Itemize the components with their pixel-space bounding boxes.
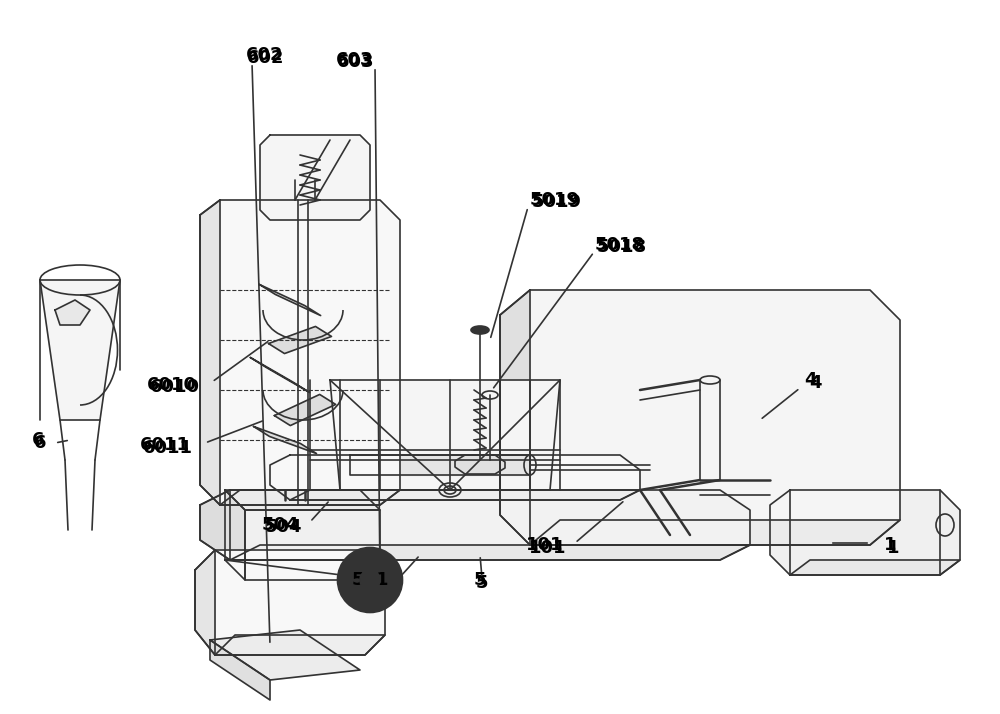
Polygon shape bbox=[259, 284, 321, 316]
Text: 6010: 6010 bbox=[150, 378, 200, 396]
Ellipse shape bbox=[338, 548, 403, 613]
Text: 501: 501 bbox=[353, 573, 391, 591]
Text: 1: 1 bbox=[887, 539, 899, 557]
Text: 1: 1 bbox=[884, 536, 896, 554]
Polygon shape bbox=[55, 300, 90, 325]
Text: 6011: 6011 bbox=[140, 436, 190, 454]
Polygon shape bbox=[530, 520, 900, 545]
Polygon shape bbox=[225, 510, 380, 580]
Text: 5018: 5018 bbox=[597, 238, 647, 256]
Polygon shape bbox=[200, 200, 400, 505]
Text: 101: 101 bbox=[526, 536, 564, 554]
Polygon shape bbox=[210, 630, 360, 680]
Polygon shape bbox=[220, 490, 400, 505]
Text: 6011: 6011 bbox=[143, 439, 193, 457]
Text: 603: 603 bbox=[336, 51, 374, 69]
Text: 6: 6 bbox=[34, 434, 46, 452]
Polygon shape bbox=[790, 560, 960, 575]
Polygon shape bbox=[260, 135, 370, 220]
Text: 5019: 5019 bbox=[532, 193, 582, 211]
Polygon shape bbox=[770, 490, 960, 575]
Polygon shape bbox=[200, 490, 230, 560]
Text: 101: 101 bbox=[529, 539, 567, 557]
Polygon shape bbox=[269, 326, 331, 353]
Text: 6010: 6010 bbox=[147, 376, 197, 394]
Polygon shape bbox=[200, 200, 220, 505]
Text: 602: 602 bbox=[247, 49, 285, 67]
Text: 5019: 5019 bbox=[530, 191, 580, 209]
Text: 504: 504 bbox=[261, 516, 299, 534]
Text: 5: 5 bbox=[476, 574, 488, 592]
Text: 5018: 5018 bbox=[595, 236, 645, 254]
Polygon shape bbox=[500, 290, 900, 545]
Polygon shape bbox=[195, 550, 215, 655]
Polygon shape bbox=[195, 550, 385, 655]
Text: 4: 4 bbox=[804, 371, 816, 389]
Polygon shape bbox=[210, 640, 270, 700]
Polygon shape bbox=[455, 455, 505, 474]
Polygon shape bbox=[500, 290, 530, 545]
Polygon shape bbox=[250, 358, 310, 393]
Polygon shape bbox=[290, 490, 640, 500]
Text: 501: 501 bbox=[351, 571, 389, 589]
Polygon shape bbox=[225, 490, 380, 510]
Polygon shape bbox=[200, 490, 750, 560]
Polygon shape bbox=[230, 545, 750, 560]
Ellipse shape bbox=[345, 555, 395, 605]
Text: 504: 504 bbox=[264, 518, 302, 536]
Polygon shape bbox=[270, 455, 640, 500]
Polygon shape bbox=[274, 394, 336, 426]
Polygon shape bbox=[330, 380, 560, 490]
Polygon shape bbox=[254, 426, 316, 453]
Text: 4: 4 bbox=[809, 374, 821, 392]
Ellipse shape bbox=[471, 326, 489, 334]
Text: 603: 603 bbox=[337, 53, 375, 71]
Text: 5: 5 bbox=[474, 571, 486, 589]
Text: 6: 6 bbox=[32, 431, 44, 449]
Ellipse shape bbox=[360, 570, 380, 590]
Polygon shape bbox=[40, 280, 120, 420]
Polygon shape bbox=[350, 455, 530, 475]
Text: 602: 602 bbox=[246, 46, 284, 64]
Polygon shape bbox=[225, 490, 245, 580]
Polygon shape bbox=[215, 635, 385, 655]
